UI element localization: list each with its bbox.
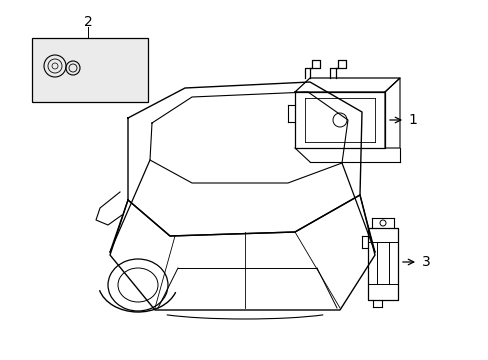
Text: 3: 3 (421, 255, 430, 269)
Text: 2: 2 (83, 15, 92, 29)
Bar (32, 38, 148, 102)
Text: 1: 1 (407, 113, 416, 127)
